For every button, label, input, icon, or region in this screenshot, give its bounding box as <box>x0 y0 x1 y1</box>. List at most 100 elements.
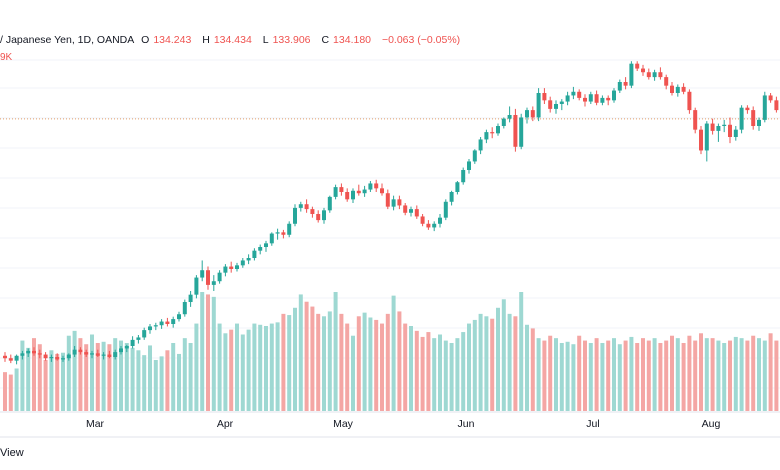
volume-bar <box>281 313 286 411</box>
candle <box>148 324 152 334</box>
volume-bar <box>670 335 674 411</box>
candle-body <box>710 123 715 131</box>
candle-body <box>130 339 135 346</box>
candle-body <box>90 353 94 355</box>
candle <box>762 91 767 123</box>
candle <box>455 181 460 195</box>
candle-body <box>699 129 703 151</box>
candle <box>687 89 692 114</box>
candle-body <box>211 281 216 285</box>
candle-body <box>72 349 77 355</box>
candle <box>235 262 239 272</box>
candle <box>739 105 744 134</box>
candle-body <box>501 118 506 126</box>
candle <box>461 167 466 185</box>
candle <box>641 64 645 76</box>
candle <box>368 181 373 192</box>
volume-bar <box>646 340 651 411</box>
volume-bar <box>8 374 13 411</box>
volume-bar <box>368 317 373 411</box>
candle <box>513 108 518 152</box>
candle <box>699 126 703 155</box>
candle-body <box>368 183 373 190</box>
candle <box>629 61 634 89</box>
candle-body <box>136 337 141 340</box>
volume-bar <box>3 372 7 411</box>
candle-body <box>229 266 234 269</box>
volume-bar <box>327 311 332 411</box>
candle-body <box>548 100 553 109</box>
candle <box>658 67 663 80</box>
candle-body <box>194 277 199 295</box>
candle-body <box>362 189 367 194</box>
candle-body <box>588 94 593 102</box>
candle-body <box>258 247 263 251</box>
volume-bar <box>380 323 384 411</box>
volume-bar <box>745 340 750 411</box>
grid <box>0 59 780 389</box>
candle <box>722 119 727 133</box>
candle <box>310 206 315 218</box>
volume-bar <box>629 336 634 411</box>
candle-body <box>600 97 605 103</box>
volume-bar <box>200 292 205 411</box>
candle-body <box>84 352 89 355</box>
candle <box>90 350 94 359</box>
volume-bar <box>583 340 587 411</box>
volume-bar <box>623 340 628 411</box>
candle-body <box>316 214 321 221</box>
volume-bar <box>235 323 239 411</box>
volume-bar <box>275 322 280 411</box>
footer-view-label[interactable]: View <box>0 447 24 459</box>
volume-bar <box>409 326 413 411</box>
volume-bar <box>513 316 518 411</box>
candle-body <box>704 123 709 151</box>
volume-bar <box>420 336 425 411</box>
volume-bar <box>414 330 419 411</box>
candle-body <box>733 129 738 137</box>
volume-bar <box>641 338 645 411</box>
volume-bar <box>496 307 500 411</box>
volume-bar <box>478 313 483 411</box>
volume-bar <box>501 299 506 411</box>
candle <box>652 69 657 81</box>
symbol-label: / Japanese Yen, 1D, OANDA <box>0 34 135 46</box>
candle-body <box>716 126 721 131</box>
candle-body <box>177 314 181 320</box>
candle <box>623 77 628 90</box>
candle-body <box>606 97 611 101</box>
candle-body <box>496 126 500 134</box>
candle <box>339 183 344 196</box>
volume-bar <box>20 340 25 411</box>
volume-bar <box>287 315 292 411</box>
volume-bar <box>467 323 471 411</box>
candle-body <box>542 93 547 101</box>
volume-bar <box>345 323 350 411</box>
close-value: C 134.180 <box>321 34 372 46</box>
candle <box>420 214 425 227</box>
candle <box>72 346 77 357</box>
volume-bar <box>536 338 541 411</box>
volume-bar <box>525 324 529 411</box>
volume-bar <box>304 301 309 411</box>
candle-body <box>322 210 326 221</box>
volume-bar <box>113 338 118 411</box>
volume-bar <box>507 313 512 411</box>
candle-body <box>49 357 54 359</box>
volume-bar <box>542 340 547 411</box>
candle-body <box>455 182 460 192</box>
volume-bar <box>293 307 297 411</box>
candle-body <box>339 187 344 192</box>
candle-body <box>762 95 767 120</box>
candle <box>385 189 390 210</box>
candle-body <box>629 63 634 86</box>
volume-bar <box>177 353 181 411</box>
candle <box>693 107 698 134</box>
candle-body <box>751 110 756 126</box>
volume-bar <box>66 335 71 411</box>
candle <box>8 354 13 364</box>
candle-body <box>536 93 541 118</box>
volume-bar <box>658 343 663 411</box>
candle <box>409 206 413 217</box>
